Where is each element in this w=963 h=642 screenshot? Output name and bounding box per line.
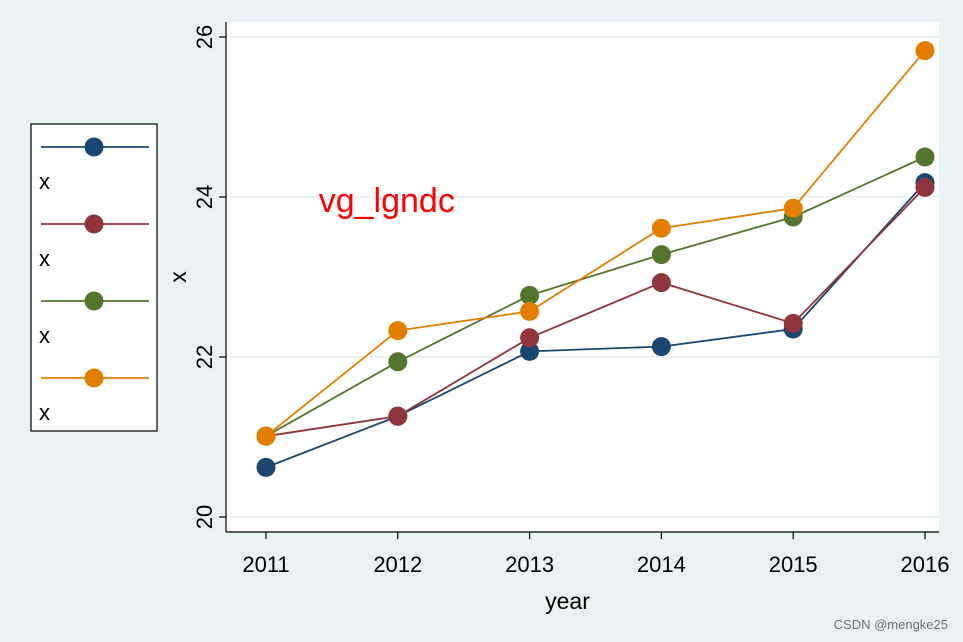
legend-key-marker — [84, 368, 104, 388]
series-4-point — [651, 218, 671, 238]
series-4-point — [915, 41, 935, 61]
series-1-point — [520, 341, 540, 361]
legend: x x x x — [30, 123, 158, 432]
axes: 20 22 24 26 2011 2012 2013 2014 2015 2016 year x — [165, 22, 949, 614]
legend-key-marker — [84, 137, 104, 157]
x-tick-label: 2015 — [769, 552, 818, 577]
legend-label: x — [39, 323, 50, 348]
legend-key-marker — [84, 214, 104, 234]
series-group — [256, 41, 935, 477]
x-tick-label: 2013 — [505, 552, 554, 577]
series-3-point — [651, 245, 671, 265]
y-tick-label: 22 — [192, 345, 217, 369]
x-axis-title: year — [545, 588, 590, 614]
series-3-point — [520, 285, 540, 305]
x-tick-label: 2012 — [373, 552, 422, 577]
series-4-point — [520, 301, 540, 321]
series-line-2 — [265, 186, 926, 438]
series-1-point — [651, 337, 671, 357]
legend-label: x — [39, 246, 50, 271]
x-tick-label: 2016 — [901, 552, 950, 577]
series-line-4 — [265, 50, 926, 437]
y-tick-label: 20 — [192, 505, 217, 529]
x-tick-label: 2011 — [242, 552, 289, 577]
series-2-point — [388, 406, 408, 426]
series-3-point — [388, 352, 408, 372]
series-2-point — [651, 273, 671, 293]
series-line-1 — [265, 181, 926, 469]
y-tick-label: 24 — [192, 185, 217, 209]
legend-label: x — [39, 169, 50, 194]
series-2-point — [520, 328, 540, 348]
series-1-point — [256, 457, 276, 477]
annotation-text: vg_lgndc — [319, 182, 455, 220]
series-4-point — [388, 321, 408, 341]
annotation-group: vg_lgndc — [319, 182, 455, 220]
legend-key-marker — [84, 291, 104, 311]
y-axis-title: x — [165, 271, 191, 283]
series-4-point — [256, 426, 276, 446]
series-line-3 — [265, 156, 926, 437]
watermark: CSDN @mengke25 — [834, 617, 948, 632]
series-4-point — [783, 198, 803, 218]
series-2-point — [783, 313, 803, 333]
series-3-point — [915, 147, 935, 167]
y-tick-label: 26 — [192, 25, 217, 49]
x-tick-label: 2014 — [637, 552, 686, 577]
gridlines — [226, 36, 939, 518]
series-2-point — [915, 177, 935, 197]
legend-label: x — [39, 400, 50, 425]
